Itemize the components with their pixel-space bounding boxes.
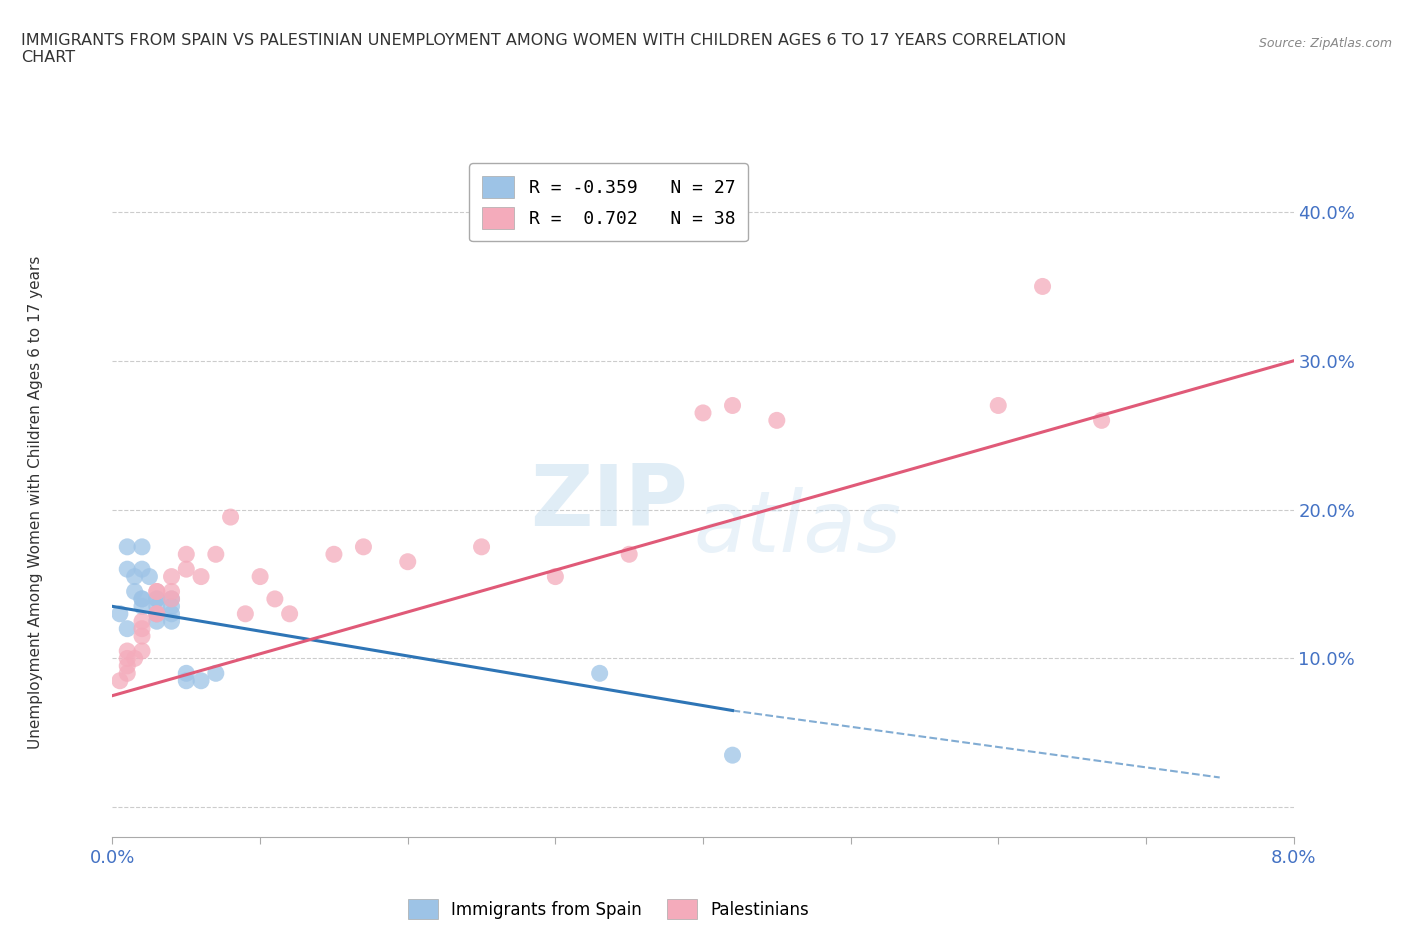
Point — [146, 599, 169, 614]
Point — [190, 569, 212, 584]
Point — [131, 614, 153, 629]
Point — [117, 666, 138, 681]
Point — [692, 405, 714, 420]
Point — [174, 666, 197, 681]
Point — [108, 606, 131, 621]
Point — [138, 569, 160, 584]
Point — [117, 621, 138, 636]
Point — [146, 606, 169, 621]
Point — [1032, 279, 1054, 294]
Point — [131, 629, 153, 644]
Point — [233, 606, 256, 621]
Point — [131, 621, 153, 636]
Point — [160, 584, 183, 599]
Point — [146, 591, 169, 606]
Point — [174, 562, 197, 577]
Point — [323, 547, 346, 562]
Text: IMMIGRANTS FROM SPAIN VS PALESTINIAN UNEMPLOYMENT AMONG WOMEN WITH CHILDREN AGES: IMMIGRANTS FROM SPAIN VS PALESTINIAN UNE… — [21, 33, 1066, 65]
Point — [544, 569, 567, 584]
Point — [619, 547, 641, 562]
Point — [278, 606, 301, 621]
Text: Unemployment Among Women with Children Ages 6 to 17 years: Unemployment Among Women with Children A… — [28, 256, 42, 749]
Point — [131, 539, 153, 554]
Point — [124, 584, 146, 599]
Point — [117, 562, 138, 577]
Point — [131, 591, 153, 606]
Point — [264, 591, 287, 606]
Point — [219, 510, 242, 525]
Point — [108, 673, 131, 688]
Point — [146, 584, 169, 599]
Point — [131, 644, 153, 658]
Point — [205, 666, 228, 681]
Point — [131, 591, 153, 606]
Point — [588, 666, 610, 681]
Point — [396, 554, 419, 569]
Point — [721, 398, 744, 413]
Point — [131, 599, 153, 614]
Point — [205, 547, 228, 562]
Point — [131, 562, 153, 577]
Point — [174, 547, 197, 562]
Point — [117, 644, 138, 658]
Point — [471, 539, 494, 554]
Point — [765, 413, 787, 428]
Point — [1091, 413, 1114, 428]
Point — [146, 606, 169, 621]
Point — [117, 658, 138, 673]
Point — [117, 651, 138, 666]
Point — [146, 584, 169, 599]
Text: atlas: atlas — [693, 487, 901, 570]
Point — [117, 539, 138, 554]
Point — [160, 606, 183, 621]
Point — [249, 569, 271, 584]
Point — [146, 614, 169, 629]
Point — [721, 748, 744, 763]
Legend: Immigrants from Spain, Palestinians: Immigrants from Spain, Palestinians — [401, 892, 815, 926]
Point — [160, 569, 183, 584]
Point — [146, 591, 169, 606]
Point — [987, 398, 1010, 413]
Point — [352, 539, 374, 554]
Point — [174, 673, 197, 688]
Point — [124, 651, 146, 666]
Point — [190, 673, 212, 688]
Point — [160, 591, 183, 606]
Text: Source: ZipAtlas.com: Source: ZipAtlas.com — [1258, 37, 1392, 50]
Point — [160, 599, 183, 614]
Point — [160, 614, 183, 629]
Point — [124, 569, 146, 584]
Point — [146, 606, 169, 621]
Point — [160, 591, 183, 606]
Text: ZIP: ZIP — [530, 460, 688, 544]
